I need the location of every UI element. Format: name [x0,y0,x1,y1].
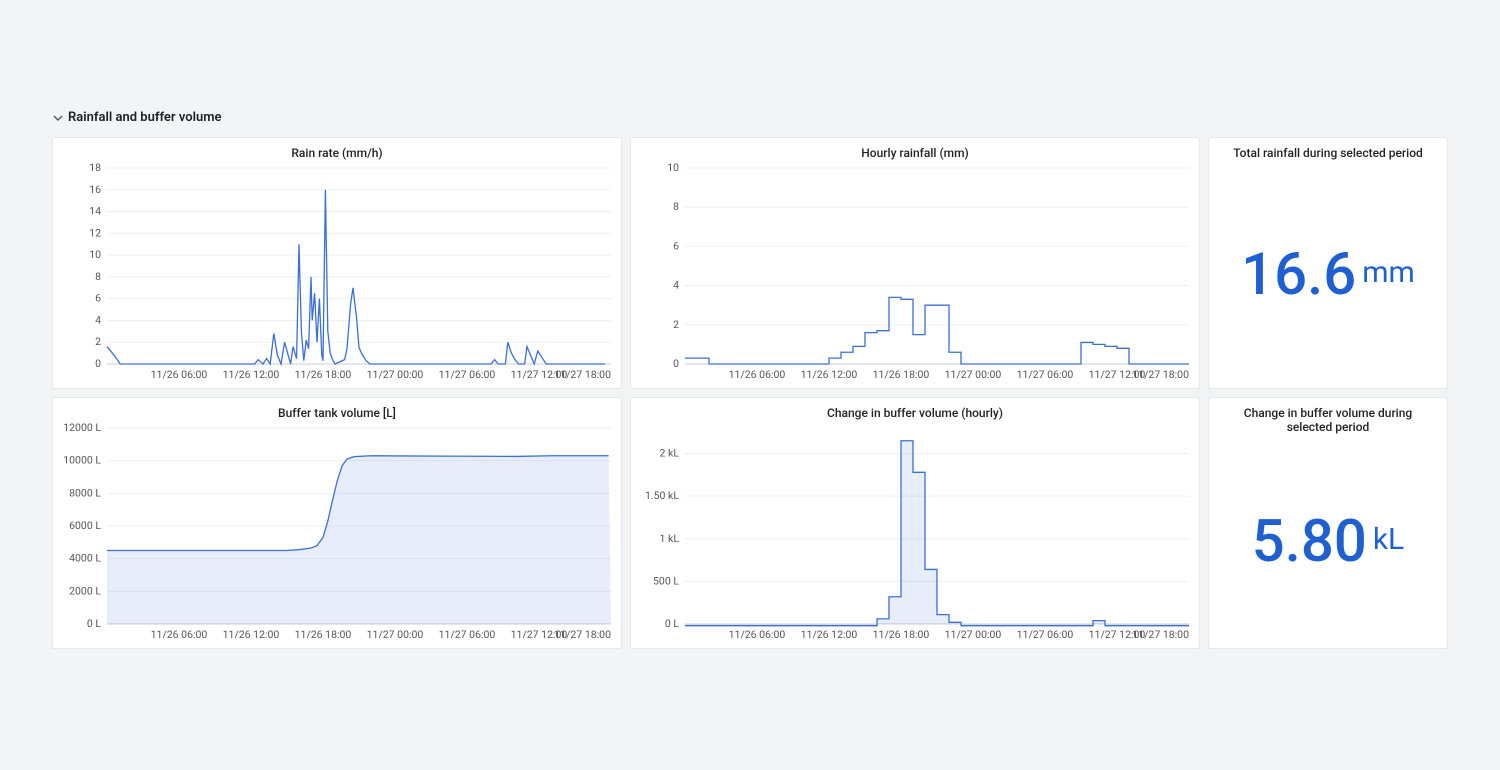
svg-text:11/27 06:00: 11/27 06:00 [439,628,496,641]
stat-value: 5.80 [1252,513,1367,571]
svg-text:18: 18 [89,162,101,174]
section-header[interactable]: Rainfall and buffer volume [52,110,1448,125]
chart-buffer-volume: 0 L 2000 L 4000 L 6000 L 8000 L 10000 L 12000 … [53,422,621,648]
dashboard-page: Rainfall and buffer volume Rain rate (mm… [0,0,1500,689]
stat-unit: mm [1362,258,1415,288]
svg-text:4: 4 [95,313,101,326]
svg-text:11/26 06:00: 11/26 06:00 [729,368,786,381]
stat-unit: kL [1373,525,1404,555]
panel-total-rainfall-stat[interactable]: Total rainfall during selected period 16… [1208,137,1448,389]
chart-rain-rate: 0 2 4 6 8 10 12 14 16 18 11/26 06:00 11/26 12:00 11/… [53,162,621,388]
svg-text:11/26 12:00: 11/26 12:00 [801,628,858,641]
svg-text:11/27 18:00: 11/27 18:00 [1132,628,1189,641]
panel-rain-rate[interactable]: Rain rate (mm/h) 0 2 4 6 8 10 12 14 16 18 11/26 06… [52,137,622,389]
panel-title: Hourly rainfall (mm) [631,138,1199,162]
svg-text:11/26 12:00: 11/26 12:00 [801,368,858,381]
svg-text:2: 2 [673,318,679,331]
svg-text:0: 0 [95,357,101,370]
section-title: Rainfall and buffer volume [68,110,222,125]
svg-text:0 L: 0 L [665,617,680,630]
svg-text:11/26 18:00: 11/26 18:00 [295,368,352,381]
panel-title: Change in buffer volume (hourly) [631,398,1199,422]
svg-text:11/26 06:00: 11/26 06:00 [151,628,208,641]
stat-body: 5.80 kL [1209,436,1447,648]
svg-text:11/27 00:00: 11/27 00:00 [367,368,424,381]
chevron-down-icon [52,112,64,124]
svg-text:10000 L: 10000 L [63,454,101,467]
panel-title: Buffer tank volume [L] [53,398,621,422]
svg-text:8: 8 [95,270,101,283]
svg-text:4000 L: 4000 L [69,552,101,565]
svg-text:2000 L: 2000 L [69,584,101,597]
panel-title: Rain rate (mm/h) [53,138,621,162]
svg-text:2: 2 [95,335,101,348]
svg-text:11/27 06:00: 11/27 06:00 [1017,628,1074,641]
svg-text:11/27 00:00: 11/27 00:00 [945,628,1002,641]
svg-text:0: 0 [673,357,679,370]
panel-title: Total rainfall during selected period [1209,138,1447,162]
panel-buffer-volume[interactable]: Buffer tank volume [L] 0 L 2000 L 4000 L 60… [52,397,622,649]
svg-text:2 kL: 2 kL [660,447,680,460]
svg-text:11/26 12:00: 11/26 12:00 [223,628,280,641]
svg-text:11/26 18:00: 11/26 18:00 [873,628,930,641]
svg-text:11/26 12:00: 11/26 12:00 [223,368,280,381]
svg-text:4: 4 [673,279,679,292]
chart-hourly-rainfall: 0 2 4 6 8 10 11/26 06:00 11/26 12:00 11/26 18:00… [631,162,1199,388]
stat-body: 16.6 mm [1209,162,1447,388]
svg-text:11/27 18:00: 11/27 18:00 [1132,368,1189,381]
svg-text:10: 10 [667,162,679,174]
svg-text:6: 6 [673,239,679,252]
svg-text:16: 16 [89,183,101,196]
chart-buffer-change-hourly: 0 L 500 L 1 kL 1.50 kL 2 kL 11/26 06:00 11/26 … [631,422,1199,648]
svg-text:1.50 kL: 1.50 kL [645,489,679,502]
svg-text:8: 8 [673,200,679,213]
svg-text:12: 12 [89,226,101,239]
svg-text:11/27 18:00: 11/27 18:00 [554,628,611,641]
svg-text:0 L: 0 L [87,617,102,630]
svg-text:11/26 18:00: 11/26 18:00 [295,628,352,641]
svg-text:6: 6 [95,292,101,305]
svg-text:11/26 18:00: 11/26 18:00 [873,368,930,381]
svg-text:6000 L: 6000 L [69,519,101,532]
stat-value: 16.6 [1241,246,1356,304]
panel-hourly-rainfall[interactable]: Hourly rainfall (mm) 0 2 4 6 8 10 11/26 06:00 1… [630,137,1200,389]
panel-grid: Rain rate (mm/h) 0 2 4 6 8 10 12 14 16 18 11/26 06… [52,137,1448,649]
svg-text:11/27 06:00: 11/27 06:00 [439,368,496,381]
svg-text:11/27 18:00: 11/27 18:00 [554,368,611,381]
svg-text:1 kL: 1 kL [660,532,680,545]
svg-text:8000 L: 8000 L [69,486,101,499]
svg-text:11/27 06:00: 11/27 06:00 [1017,368,1074,381]
svg-text:500 L: 500 L [653,574,679,587]
svg-text:11/26 06:00: 11/26 06:00 [151,368,208,381]
svg-text:11/27 00:00: 11/27 00:00 [367,628,424,641]
svg-text:14: 14 [89,205,101,218]
svg-text:12000 L: 12000 L [63,422,101,434]
svg-text:10: 10 [89,248,101,261]
panel-buffer-change-stat[interactable]: Change in buffer volume during selected … [1208,397,1448,649]
svg-text:11/26 06:00: 11/26 06:00 [729,628,786,641]
svg-text:11/27 00:00: 11/27 00:00 [945,368,1002,381]
panel-buffer-change-hourly[interactable]: Change in buffer volume (hourly) 0 L 500 … [630,397,1200,649]
panel-title: Change in buffer volume during selected … [1209,398,1447,436]
